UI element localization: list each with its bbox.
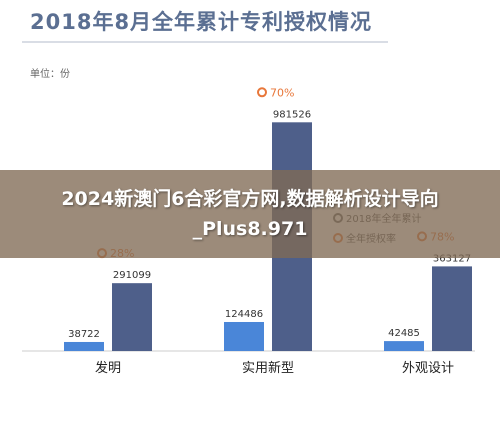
data-label: 363127 (433, 253, 471, 264)
category-label: 实用新型 (242, 360, 294, 376)
overlay-banner: 2024新澳门6合彩官方网,数据解析设计导向_Plus8.971 (0, 170, 500, 258)
data-label: 981526 (273, 109, 311, 120)
bar-发明-series-1 (64, 341, 104, 351)
chart-title: 2018年8月全年累计专利授权情况 (30, 10, 373, 34)
rate-label: 70% (270, 86, 294, 99)
data-label: 42485 (388, 328, 420, 339)
bar-实用新型-series-1 (224, 321, 264, 351)
bar-外观设计-series-2 (432, 266, 472, 351)
category-label: 发明 (95, 360, 121, 376)
category-label: 外观设计 (402, 361, 454, 376)
banner-text: 2024新澳门6合彩官方网,数据解析设计导向_Plus8.971 (61, 188, 439, 240)
unit-label: 单位：份 (30, 69, 70, 80)
data-label: 38722 (68, 329, 100, 340)
bar-发明-series-2 (112, 283, 152, 351)
data-label: 291099 (113, 270, 151, 281)
title-divider (22, 41, 388, 43)
data-label: 124486 (225, 309, 263, 320)
rate-marker (257, 87, 267, 98)
bar-外观设计-series-1 (384, 341, 424, 351)
